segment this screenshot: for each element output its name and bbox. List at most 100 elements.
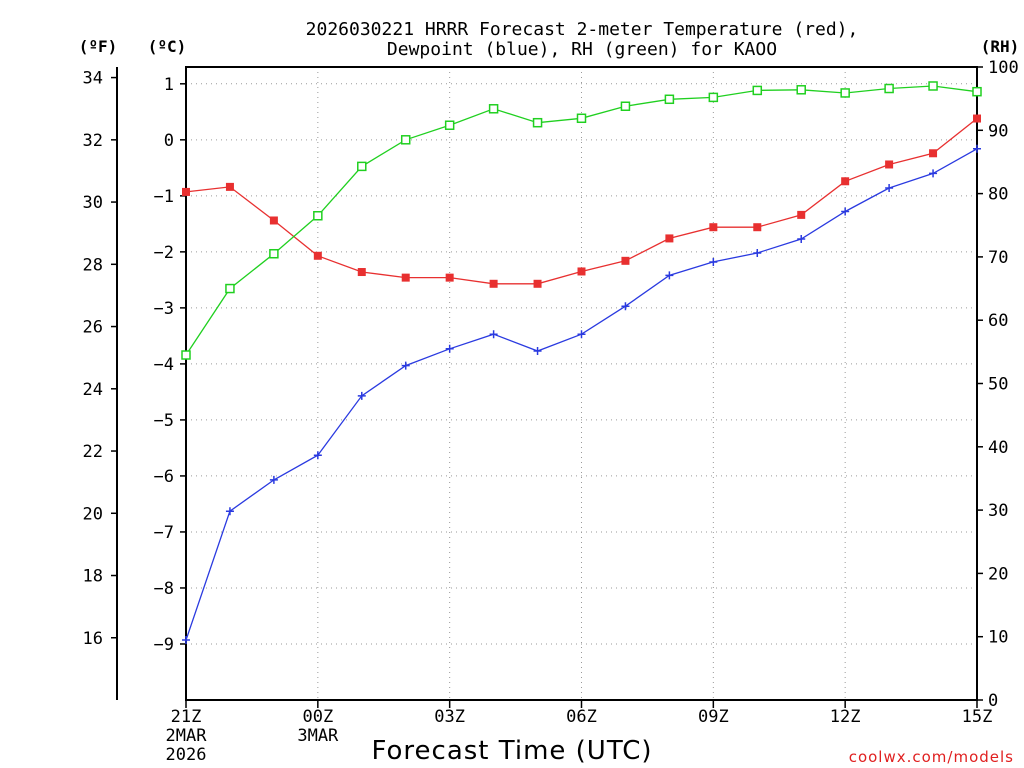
celsius-tick-label: −3 xyxy=(154,299,174,319)
temperature-marker xyxy=(269,216,278,225)
rh-marker xyxy=(752,85,763,96)
dewpoint-marker xyxy=(533,347,542,356)
dewpoint-marker xyxy=(709,257,718,266)
rh-marker xyxy=(708,92,719,103)
axes xyxy=(111,66,983,708)
rh-tick-label: 100 xyxy=(988,58,1019,78)
rh-marker xyxy=(357,161,367,172)
dewpoint-marker xyxy=(753,248,762,257)
rh-marker xyxy=(884,83,894,94)
x-tick-label: 09Z xyxy=(698,707,729,727)
x-tick-label: 03Z xyxy=(434,707,465,727)
rh-marker xyxy=(313,211,323,221)
dewpoint-marker xyxy=(401,361,410,370)
fahrenheit-tick-label: 28 xyxy=(83,255,103,275)
temperature-marker xyxy=(753,223,762,232)
plot-frame xyxy=(185,66,978,701)
dewpoint-marker xyxy=(577,330,586,339)
rh-marker xyxy=(488,104,499,114)
rh-marker xyxy=(972,86,982,97)
celsius-tick-label: −5 xyxy=(154,411,174,431)
temperature-marker xyxy=(929,149,938,158)
x-tick-label: 15Z xyxy=(962,707,993,727)
temperature-marker xyxy=(665,234,674,243)
credit-text: coolwx.com/models xyxy=(849,748,1014,766)
temperature-marker xyxy=(797,210,806,219)
fahrenheit-tick-label: 30 xyxy=(83,193,103,213)
temperature-marker xyxy=(533,279,542,288)
rh-tick-label: 10 xyxy=(988,628,1008,648)
fahrenheit-unit-label: (ºF) xyxy=(79,37,118,56)
fahrenheit-tick-label: 32 xyxy=(83,131,103,151)
rh-tick-label: 0 xyxy=(988,691,998,711)
celsius-unit-label: (ºC) xyxy=(148,37,187,56)
temperature-marker xyxy=(489,279,498,288)
dewpoint-marker xyxy=(489,330,498,339)
rh-marker xyxy=(620,101,631,111)
rh-marker xyxy=(444,120,455,130)
celsius-tick-label: 1 xyxy=(164,75,174,95)
rh-marker xyxy=(269,248,279,259)
dewpoint-marker xyxy=(621,302,630,311)
temperature-marker xyxy=(313,251,322,260)
rh-marker xyxy=(225,283,235,294)
fahrenheit-tick-label: 20 xyxy=(83,504,103,524)
dewpoint-marker xyxy=(929,169,938,178)
dewpoint-marker xyxy=(797,234,806,243)
x-tick-date-label: 3MAR xyxy=(297,726,339,746)
temperature-marker xyxy=(621,256,630,265)
rh-tick-label: 80 xyxy=(988,185,1008,205)
x-tick-label: 12Z xyxy=(830,707,861,727)
temperature-marker xyxy=(577,267,586,276)
fahrenheit-tick-label: 34 xyxy=(83,69,103,89)
fahrenheit-tick-label: 16 xyxy=(83,629,103,649)
x-axis-label: Forecast Time (UTC) xyxy=(371,736,652,766)
rh-tick-label: 20 xyxy=(988,564,1008,584)
rh-marker xyxy=(840,88,850,98)
dewpoint-marker xyxy=(357,391,366,400)
temperature-marker xyxy=(709,223,718,232)
dewpoint-marker xyxy=(973,144,981,153)
rh-marker xyxy=(532,117,543,128)
celsius-tick-label: −9 xyxy=(154,635,174,655)
temperature-marker xyxy=(401,273,410,282)
rh-line xyxy=(185,85,978,356)
fahrenheit-tick-label: 18 xyxy=(83,567,103,587)
dewpoint-marker xyxy=(841,207,850,216)
x-tick-label: 00Z xyxy=(302,707,333,727)
rh-marker xyxy=(181,350,191,360)
data-series xyxy=(181,81,982,645)
x-tick-label: 21Z xyxy=(171,707,202,727)
celsius-tick-label: −4 xyxy=(154,355,174,375)
dewpoint-marker xyxy=(269,475,278,484)
temperature-marker xyxy=(182,187,190,196)
rh-marker xyxy=(928,81,938,91)
temperature-marker xyxy=(841,177,850,186)
temperature-marker xyxy=(357,268,366,277)
grid-lines xyxy=(186,67,977,700)
rh-tick-label: 40 xyxy=(988,438,1008,458)
rh-marker xyxy=(400,135,411,145)
rh-marker xyxy=(796,85,806,95)
rh-tick-label: 90 xyxy=(988,121,1008,141)
chart-title-line1: 2026030221 HRRR Forecast 2-meter Tempera… xyxy=(306,19,859,40)
rh-marker xyxy=(664,94,675,105)
x-tick-date-label: 2MAR xyxy=(166,726,208,746)
dewpoint-marker xyxy=(445,344,454,353)
temperature-line xyxy=(185,117,978,285)
dewpoint-marker xyxy=(182,636,190,645)
rh-unit-label: (RH) xyxy=(981,37,1020,56)
temperature-marker xyxy=(445,273,454,282)
x-tick-year-label: 2026 xyxy=(166,745,207,765)
celsius-tick-label: −2 xyxy=(154,243,174,263)
celsius-tick-label: −6 xyxy=(154,467,174,487)
rh-tick-label: 60 xyxy=(988,311,1008,331)
dewpoint-marker xyxy=(313,451,322,460)
rh-marker xyxy=(576,113,587,124)
celsius-tick-label: −8 xyxy=(154,579,174,599)
rh-tick-label: 50 xyxy=(988,375,1008,395)
x-tick-label: 06Z xyxy=(566,707,597,727)
temperature-marker xyxy=(885,160,894,169)
celsius-tick-label: −7 xyxy=(154,523,174,543)
